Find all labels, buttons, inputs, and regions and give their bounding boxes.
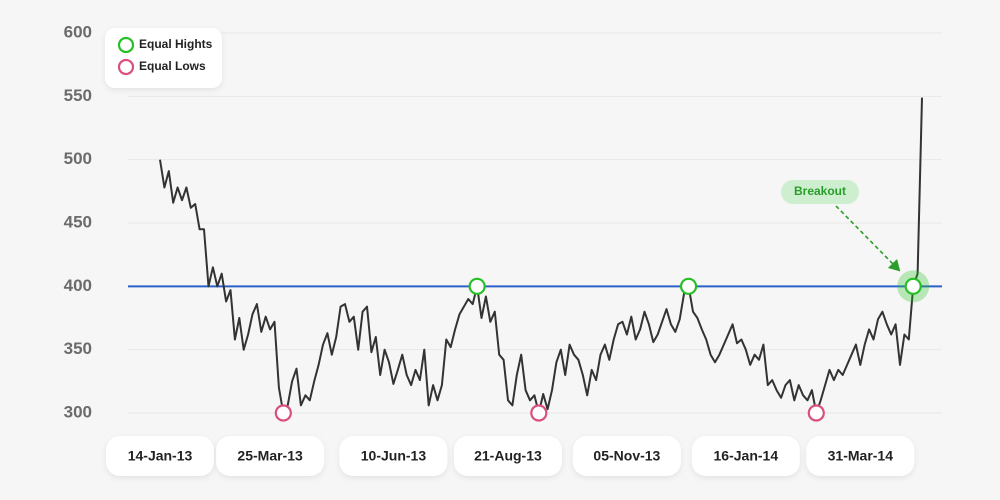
x-tick-label: 16-Jan-14	[714, 448, 779, 464]
legend-label: Equal Hights	[139, 37, 213, 51]
x-tick-label: 05-Nov-13	[593, 448, 660, 464]
x-label-pill	[106, 436, 214, 476]
legend-symbol	[117, 36, 135, 54]
y-tick-label: 300	[64, 402, 92, 421]
annotation-arrow	[835, 205, 901, 272]
marker	[274, 404, 292, 422]
y-tick-label: 500	[64, 149, 92, 168]
annotation-text: Breakout	[794, 184, 846, 198]
y-tick-label: 350	[64, 339, 92, 358]
x-tick-label: 10-Jun-13	[361, 448, 427, 464]
x-tick-label: 31-Mar-14	[828, 448, 894, 464]
y-tick-label: 550	[64, 86, 92, 105]
x-tick-label: 21-Aug-13	[474, 448, 542, 464]
legend-symbol	[117, 58, 135, 76]
x-label-pill	[453, 436, 562, 476]
x-label-pill	[691, 436, 800, 476]
x-label-pill	[806, 436, 915, 476]
legend-box	[105, 28, 222, 88]
marker	[530, 404, 548, 422]
marker	[468, 277, 486, 295]
y-tick-label: 450	[64, 212, 92, 231]
x-label-pill	[339, 436, 448, 476]
annotation-bg	[781, 180, 859, 204]
x-tick-label: 25-Mar-13	[237, 448, 303, 464]
marker	[679, 277, 698, 295]
x-tick-label: 14-Jan-13	[128, 448, 193, 464]
marker	[807, 404, 825, 422]
x-label-pill	[572, 436, 681, 476]
x-label-pill	[216, 436, 325, 476]
legend-label: Equal Lows	[139, 59, 206, 73]
y-tick-label: 600	[64, 22, 92, 41]
marker	[904, 277, 922, 295]
y-tick-label: 400	[64, 276, 92, 295]
price-line	[159, 97, 923, 414]
